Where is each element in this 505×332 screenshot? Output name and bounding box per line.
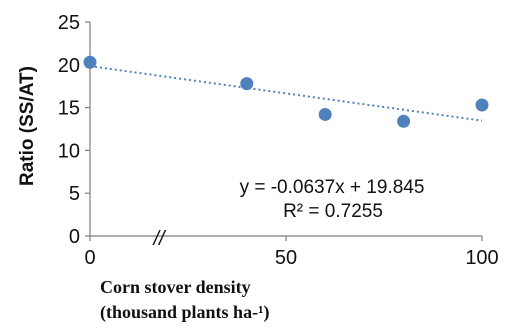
r-squared-label: R² = 0.7255 xyxy=(283,201,383,222)
data-point xyxy=(83,55,97,69)
trendline-group xyxy=(89,65,483,122)
data-point xyxy=(397,114,411,128)
y-tick-label: 15 xyxy=(58,98,80,120)
x-tick-label: 100 xyxy=(465,247,498,269)
x-tick-label: 50 xyxy=(275,247,297,269)
axis-break-mark: // xyxy=(151,228,167,250)
y-tick-label: 0 xyxy=(69,226,80,248)
trendline xyxy=(89,65,483,122)
x-axis-ticks: 0 50 100 xyxy=(84,236,499,269)
y-tick-label: 10 xyxy=(58,140,80,162)
y-tick-label: 20 xyxy=(58,55,80,77)
x-axis-title-line1: Corn stover density xyxy=(100,277,251,297)
data-point xyxy=(475,98,489,112)
data-point xyxy=(318,107,332,121)
data-point xyxy=(240,77,254,91)
y-tick-label: 25 xyxy=(58,12,80,34)
y-axis-ticks: 0 5 10 15 20 25 xyxy=(58,12,90,248)
data-points xyxy=(83,55,489,128)
y-tick-label: 5 xyxy=(69,183,80,205)
x-tick-label: 0 xyxy=(84,247,95,269)
x-axis-title-line2: (thousand plants ha-¹) xyxy=(100,302,269,323)
y-axis-title: Ratio (SS/AT) xyxy=(17,66,38,186)
trendline-equation: y = -0.0637x + 19.845 xyxy=(240,177,425,198)
